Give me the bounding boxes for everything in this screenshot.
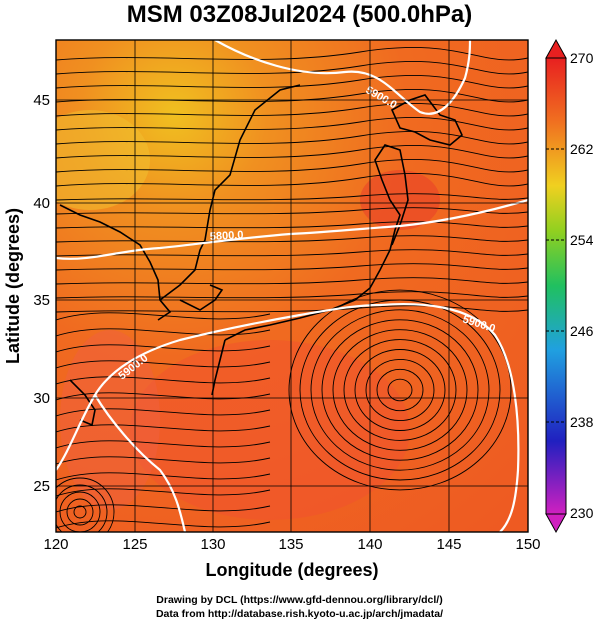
colorbar-max-arrow [545, 38, 567, 59]
streamline [56, 291, 528, 299]
colorbar-label: 262 [570, 141, 594, 157]
streamline [56, 504, 271, 513]
streamline [56, 263, 528, 271]
colorbar-scale [545, 57, 567, 515]
streamline [56, 376, 271, 385]
streamline [56, 277, 528, 285]
streamline [332, 329, 468, 451]
streamline [56, 456, 271, 465]
streamline [59, 491, 101, 532]
streamline [56, 408, 271, 417]
warm-patch [130, 340, 410, 520]
streamline [56, 472, 271, 481]
lon-tick: 145 [436, 536, 461, 553]
streamline [56, 328, 271, 337]
streamline [73, 505, 87, 519]
coastlines [59, 84, 463, 427]
lon-tick: 120 [43, 536, 68, 553]
map-plot: 5900.0 5800.0 5900.0 5900.0 [55, 39, 529, 533]
streamline [354, 349, 446, 431]
streamline [56, 158, 528, 173]
gridlines [56, 40, 528, 532]
colorbar-label: 254 [570, 232, 594, 248]
streamline [56, 221, 528, 229]
streamline [56, 360, 271, 369]
streamline [56, 440, 271, 449]
lat-tick: 45 [33, 92, 50, 109]
streamline [56, 424, 271, 433]
colorbar: 270 262 254 246 238 230 [545, 38, 594, 534]
streamline [299, 299, 501, 481]
lon-tick: 125 [122, 536, 147, 553]
colorbar-label: 246 [570, 323, 594, 339]
streamline [56, 116, 528, 131]
contour-5900-west [94, 394, 187, 532]
map-figure: 5900.0 5800.0 5900.0 5900.0 120 125 130 … [3, 38, 594, 580]
contour-5800 [56, 198, 528, 260]
streamline [56, 172, 528, 187]
credit-drawing: Drawing by DCL (https://www.gfd-dennou.o… [156, 594, 443, 606]
colorbar-label: 270 [570, 50, 594, 66]
streamline [56, 46, 528, 61]
streamline [56, 144, 528, 159]
credit-data: Data from http://database.rish.kyoto-u.a… [155, 608, 444, 620]
streamline [376, 368, 424, 412]
streamline [66, 498, 94, 526]
lon-tick: 140 [357, 536, 382, 553]
y-axis-label: Latitude (degrees) [3, 208, 23, 364]
contour-label: 5800.0 [210, 229, 244, 243]
colorbar-min-arrow [545, 513, 567, 534]
lon-tick: 150 [515, 536, 540, 553]
streamline [56, 102, 528, 117]
x-axis-label: Longitude (degrees) [205, 560, 378, 580]
streamline [56, 130, 528, 145]
streamline [56, 193, 528, 201]
lat-tick: 35 [33, 292, 50, 309]
streamline [56, 74, 528, 89]
streamline [56, 312, 271, 321]
height-contours [56, 40, 528, 532]
streamline [56, 477, 115, 532]
lat-tick: 40 [33, 195, 50, 212]
contour-5900-north [214, 40, 472, 115]
chart-title: MSM 03Z08Jul2024 (500.0hPa) [126, 1, 473, 28]
streamline [310, 309, 490, 471]
streamline [56, 484, 108, 532]
streamline [387, 378, 413, 402]
streamline [321, 319, 479, 461]
warm-patch [360, 170, 440, 230]
streamline [56, 235, 528, 243]
streamline [56, 60, 528, 75]
colorbar-label: 230 [570, 505, 594, 521]
lon-tick-labels: 120 125 130 135 140 145 150 [43, 536, 540, 553]
lon-tick: 130 [200, 536, 225, 553]
streamline [56, 488, 271, 497]
streamline [365, 358, 435, 422]
colorbar-label: 238 [570, 414, 594, 430]
lon-tick: 135 [278, 536, 303, 553]
plot-frame [55, 39, 529, 533]
contour-5900-south [56, 302, 520, 532]
streamline [56, 520, 271, 529]
lat-tick-labels: 25 30 35 40 45 [33, 92, 50, 495]
lat-tick: 30 [33, 390, 50, 407]
lat-tick: 25 [33, 478, 50, 495]
streamline [56, 249, 528, 257]
